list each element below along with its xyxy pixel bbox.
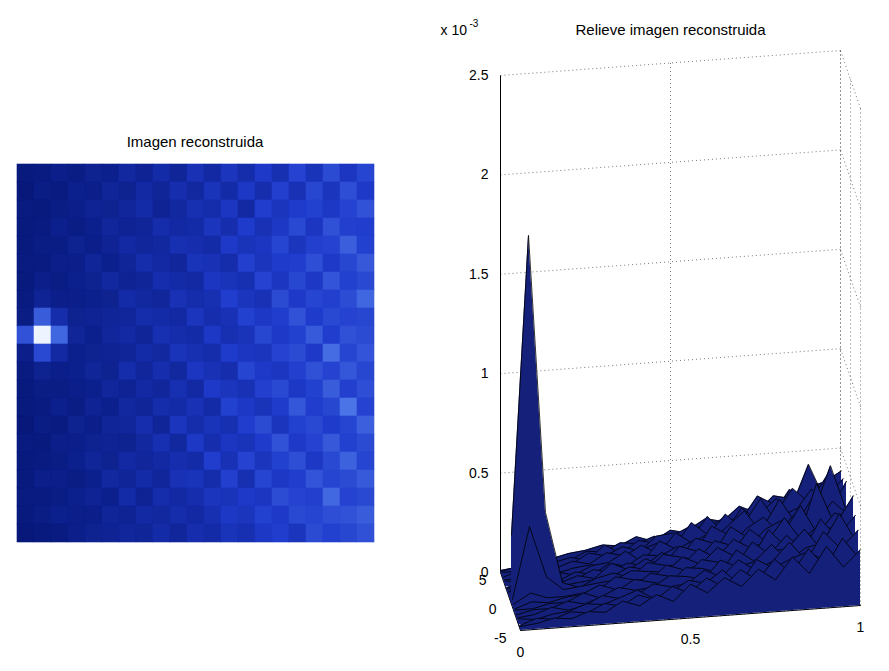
svg-text:-3: -3 [470,18,479,29]
svg-text:x 10: x 10 [441,22,468,38]
svg-text:0.5: 0.5 [469,465,489,481]
svg-text:5: 5 [479,572,487,588]
svg-text:0.5: 0.5 [681,631,701,647]
svg-text:2: 2 [481,166,489,182]
svg-text:1: 1 [481,365,489,381]
svg-text:1: 1 [857,619,865,635]
svg-text:Relieve imagen reconstruida: Relieve imagen reconstruida [575,21,766,38]
html-text:Imagen reconstruida: Imagen reconstruida [126,133,264,150]
svg-text:0: 0 [489,601,497,617]
svg-text:1.5: 1.5 [469,266,489,282]
svg-text:0: 0 [517,644,525,660]
svg-text:-5: -5 [494,630,507,646]
svg-text:2.5: 2.5 [469,67,489,83]
